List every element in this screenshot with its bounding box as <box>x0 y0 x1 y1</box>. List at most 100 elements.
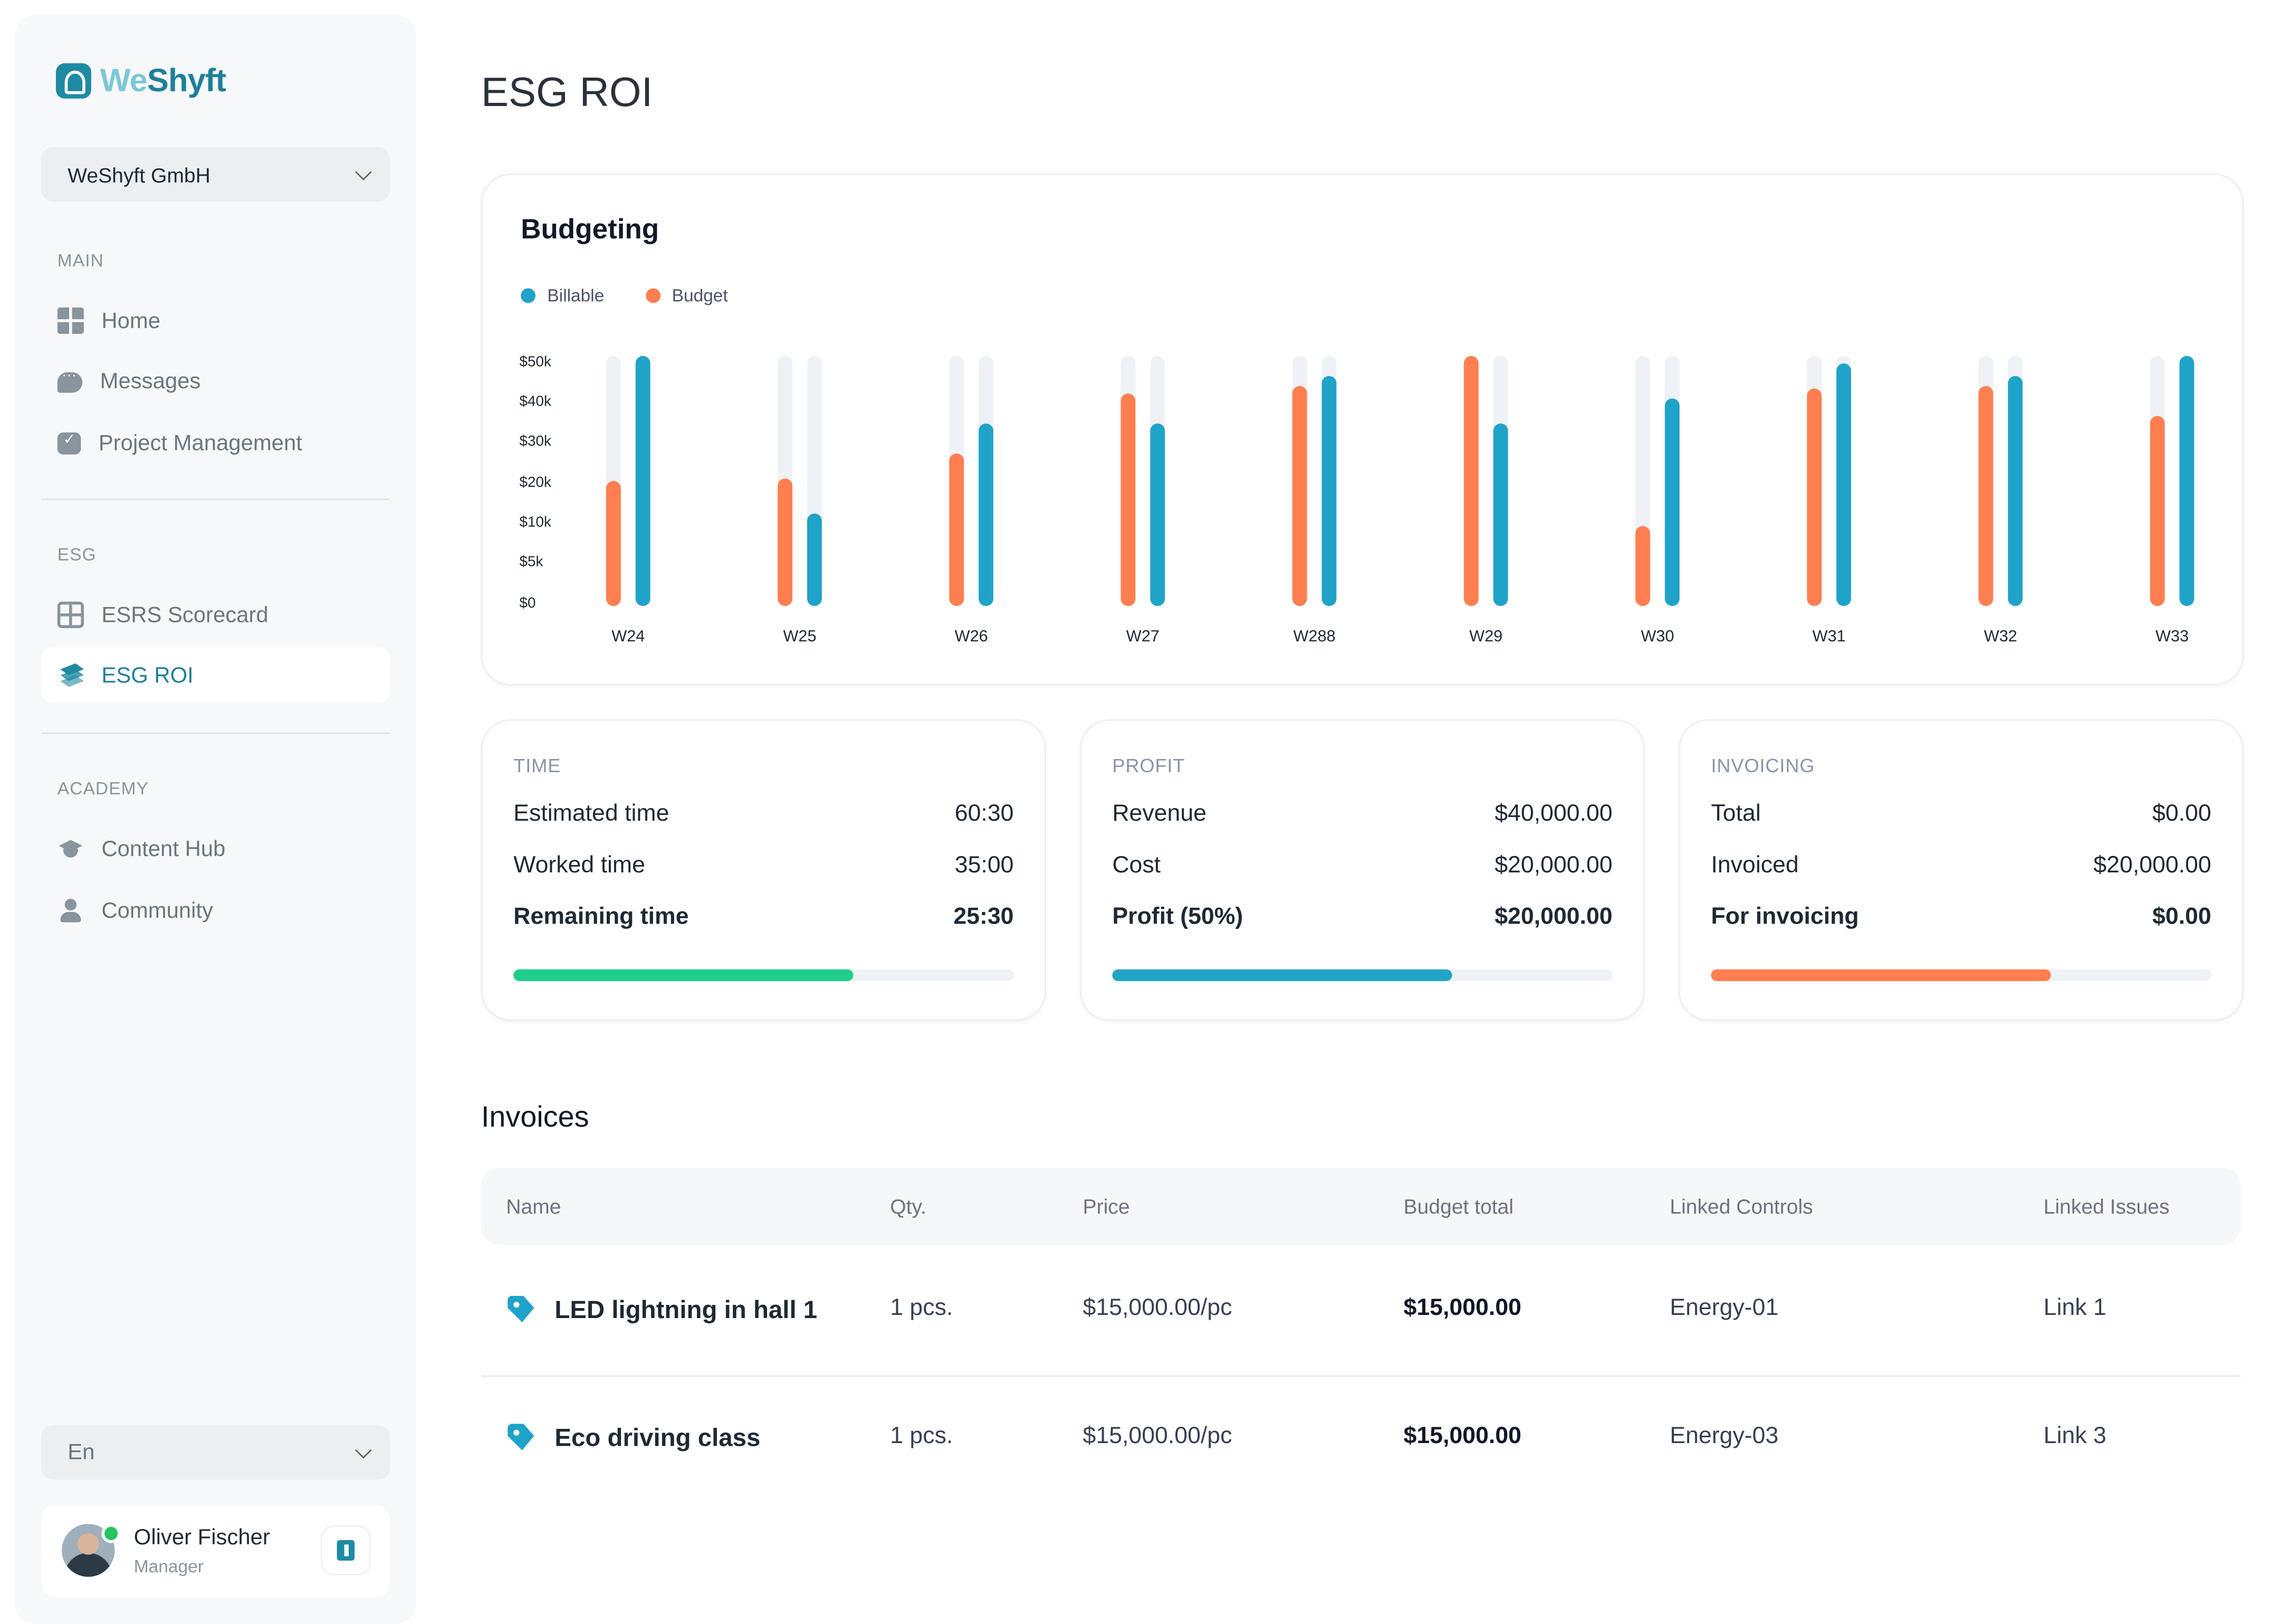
company-select-value: WeShyft GmbH <box>68 162 210 186</box>
sidebar-item-messages[interactable]: Messages <box>41 353 390 409</box>
invoicing-progress-fill <box>1711 969 2052 982</box>
stat-row: Worked time 35:00 <box>513 853 1013 880</box>
y-tick-label: $50k <box>519 353 551 369</box>
bar-billable[interactable] <box>979 423 993 606</box>
table-row[interactable]: LED lightning in hall 1 1 pcs. $15,000.0… <box>481 1247 2241 1377</box>
bar-billable[interactable] <box>635 355 650 606</box>
bar-budget[interactable] <box>1807 388 1822 606</box>
x-tick-label: W29 <box>1469 627 1502 645</box>
stat-row-total: For invoicing $0.00 <box>1711 905 2211 931</box>
column-header-qty[interactable]: Qty. <box>890 1194 926 1218</box>
invoicing-label: INVOICING <box>1711 754 1815 777</box>
stat-row-label: For invoicing <box>1711 905 1859 930</box>
y-tick-label: $10k <box>519 513 551 530</box>
invoice-linked-issues[interactable]: Link 3 <box>2043 1424 2106 1449</box>
column-header-linked-issues[interactable]: Linked Issues <box>2043 1194 2170 1218</box>
sidebar-item-esg-roi[interactable]: ESG ROI <box>41 647 390 704</box>
sidebar-item-project-management[interactable]: Project Management <box>41 415 390 470</box>
invoice-linked-controls[interactable]: Energy-03 <box>1670 1424 1779 1449</box>
sidebar-item-label: ESRS Scorecard <box>101 602 269 628</box>
column-header-name[interactable]: Name <box>506 1194 561 1218</box>
bar-billable[interactable] <box>1836 363 1851 606</box>
stat-row: Invoiced $20,000.00 <box>1711 853 2211 880</box>
column-header-linked-controls[interactable]: Linked Controls <box>1670 1194 1813 1218</box>
profit-card: PROFIT Revenue $40,000.00 Cost $20,000.0… <box>1079 719 1645 1021</box>
y-tick-label: $0 <box>519 594 535 611</box>
bar-billable[interactable] <box>2008 376 2023 606</box>
profit-progress-fill <box>1112 969 1453 982</box>
stat-row-label: Total <box>1711 801 1761 827</box>
invoice-linked-controls[interactable]: Energy-01 <box>1670 1295 1779 1321</box>
sidebar-item-esrs-scorecard[interactable]: ESRS Scorecard <box>41 587 390 643</box>
stat-row-value: $0.00 <box>2152 905 2211 930</box>
sidebar-item-label: Community <box>101 898 213 923</box>
bar-budget[interactable] <box>778 478 793 606</box>
sidebar-item-home[interactable]: Home <box>41 293 390 349</box>
stat-row-label: Cost <box>1112 853 1161 878</box>
stat-row-value: 35:00 <box>954 853 1014 878</box>
stat-row: Total $0.00 <box>1711 802 2211 828</box>
stat-row-label: Worked time <box>513 853 645 878</box>
bar-budget[interactable] <box>949 453 964 606</box>
stat-row-value: $20,000.00 <box>1495 905 1613 930</box>
bar-billable[interactable] <box>1493 423 1508 606</box>
sidebar-item-label: Content Hub <box>101 836 226 861</box>
tag-icon <box>507 1295 534 1323</box>
sidebar-item-content-hub[interactable]: Content Hub <box>41 821 390 877</box>
legend-dot-billable <box>521 288 536 303</box>
bar-budget[interactable] <box>1978 386 1994 606</box>
invoicing-progress-bar <box>1711 969 2211 982</box>
legend-item-billable: Billable <box>521 285 604 306</box>
budgeting-title: Budgeting <box>521 215 659 246</box>
divider <box>41 732 390 734</box>
x-tick-label: W24 <box>611 627 645 645</box>
stat-row-value: $20,000.00 <box>2093 853 2211 878</box>
stat-row-value: $40,000.00 <box>1495 801 1613 827</box>
y-tick-label: $40k <box>519 393 551 409</box>
stat-row-label: Revenue <box>1112 801 1206 827</box>
bar-budget[interactable] <box>1121 393 1136 606</box>
chevron-down-icon <box>355 163 372 180</box>
x-tick-label: W27 <box>1126 627 1160 645</box>
graduation-cap-icon <box>58 839 84 859</box>
bar-billable[interactable] <box>2179 355 2195 606</box>
sidebar-item-community[interactable]: Community <box>41 882 390 938</box>
bar-billable[interactable] <box>1664 398 1680 606</box>
stat-row-value: $20,000.00 <box>1495 853 1613 878</box>
bar-budget[interactable] <box>1292 386 1307 606</box>
budgeting-card: Budgeting Billable Budget $50k $40k $30k $2… <box>481 174 2244 686</box>
table-row[interactable]: Eco driving class 1 pcs. $15,000.00/pc $… <box>481 1376 2240 1504</box>
stat-row-value: 60:30 <box>954 801 1014 827</box>
section-label-esg: ESG <box>57 544 97 565</box>
bar-budget[interactable] <box>1463 355 1479 606</box>
column-header-price[interactable]: Price <box>1083 1194 1130 1218</box>
legend-label-budget: Budget <box>672 285 728 306</box>
bar-billable[interactable] <box>807 513 822 606</box>
x-tick-label: W33 <box>2156 627 2189 645</box>
bar-billable[interactable] <box>1150 423 1165 606</box>
invoice-total: $15,000.00 <box>1403 1424 1521 1449</box>
invoice-price: $15,000.00/pc <box>1083 1295 1232 1321</box>
column-header-budget-total[interactable]: Budget total <box>1403 1194 1514 1218</box>
company-select[interactable]: WeShyft GmbH <box>41 147 390 202</box>
x-tick-label: W30 <box>1641 627 1674 645</box>
y-tick-label: $30k <box>519 433 551 449</box>
section-label-main: MAIN <box>57 250 104 271</box>
time-progress-fill <box>513 969 854 982</box>
divider <box>41 498 390 501</box>
invoice-linked-issues[interactable]: Link 1 <box>2043 1295 2106 1321</box>
invoice-qty: 1 pcs. <box>890 1295 953 1321</box>
stat-row-value: $0.00 <box>2152 801 2211 827</box>
stat-row-label: Profit (50%) <box>1112 905 1243 930</box>
legend-dot-budget <box>645 288 660 303</box>
logout-button[interactable] <box>322 1526 369 1574</box>
page-title: ESG ROI <box>481 69 653 115</box>
bar-budget[interactable] <box>1635 526 1650 606</box>
logo[interactable]: WeShyft <box>55 62 226 100</box>
chart-legend: Billable Budget <box>521 285 728 306</box>
bar-billable[interactable] <box>1322 376 1337 606</box>
bar-budget[interactable] <box>2150 416 2165 606</box>
bar-budget[interactable] <box>606 481 621 606</box>
language-select[interactable]: En <box>41 1425 390 1480</box>
table-header: Name Qty. Price Budget total Linked Cont… <box>481 1168 2241 1245</box>
